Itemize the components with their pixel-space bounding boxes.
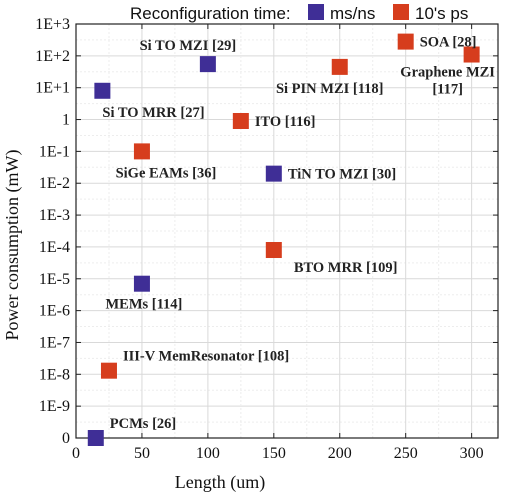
legend-title: Reconfiguration time: <box>130 4 291 23</box>
plot-frame <box>75 23 499 439</box>
point-mems-114 <box>133 275 150 292</box>
y-tick-label: 1E-4 <box>39 239 70 256</box>
legend-label-ms-ns: ms/ns <box>330 4 375 23</box>
x-tick-label: 150 <box>262 445 286 462</box>
x-tick-label: 0 <box>72 445 80 462</box>
legend: Reconfiguration time: ms/ns 10's ps <box>130 4 468 23</box>
y-tick-label: 1E-6 <box>39 303 70 320</box>
legend-swatch-ms-ns <box>308 4 324 20</box>
point-graphene-mzi-117 <box>463 46 480 63</box>
point-soa-28 <box>397 33 414 50</box>
x-tick-label: 250 <box>394 445 418 462</box>
tick-labels: 0 50 100 150 200 250 300 0 1E-9 1E-8 1E-7 1E-6 1E-5 1… <box>35 16 483 462</box>
y-tick-label: 1E-1 <box>39 143 70 160</box>
y-axis-label: Power consumption (mW) <box>2 150 23 341</box>
y-tick-label: 1E-5 <box>39 271 70 288</box>
point-pcms-26 <box>87 430 104 446</box>
plot-area <box>76 24 498 438</box>
y-tick-label: 1E-2 <box>39 175 70 192</box>
label-ito-116: ITO [116] <box>255 114 316 130</box>
y-tick-label: 1 <box>62 112 70 129</box>
legend-swatch-10s-ps <box>393 4 409 20</box>
x-tick-label: 300 <box>460 445 484 462</box>
point-ito-116 <box>232 112 249 129</box>
x-axis-label: Length (um) <box>175 472 265 493</box>
data-points <box>87 33 480 446</box>
y-tick-label: 1E+3 <box>35 16 70 33</box>
label-si-to-mrr-27: Si TO MRR [27] <box>102 105 204 121</box>
y-tick-label: 1E-3 <box>39 207 70 224</box>
axes <box>75 23 499 439</box>
label-sige-eams-36: SiGe EAMs [36] <box>116 165 217 181</box>
label-mems-114: MEMs [114] <box>105 297 182 313</box>
legend-label-10s-ps: 10's ps <box>415 4 468 23</box>
point-si-pin-mzi-118 <box>331 58 348 75</box>
x-tick-label: 200 <box>328 445 352 462</box>
point-bto-mrr-109 <box>265 242 282 259</box>
x-tick-label: 50 <box>134 445 150 462</box>
label-si-pin-mzi-118: Si PIN MZI [118] <box>276 81 384 97</box>
point-tin-to-mzi-30 <box>265 165 282 182</box>
label-soa-28: SOA [28] <box>420 35 477 51</box>
label-iii-v-memresonator-108: III-V MemResonator [108] <box>123 349 289 365</box>
y-tick-label: 1E-8 <box>39 366 70 383</box>
point-si-to-mzi-29 <box>199 56 216 73</box>
x-tick-label: 100 <box>196 445 220 462</box>
point-labels: PCMs [26] MEMs [114] TiN TO MZI [30] Si TO … <box>102 35 495 432</box>
label-si-to-mzi-29: Si TO MZI [29] <box>140 38 237 54</box>
label-pcms-26: PCMs [26] <box>110 416 176 432</box>
y-tick-label: 1E+2 <box>35 48 70 65</box>
point-sige-eams-36 <box>133 143 150 160</box>
label-tin-to-mzi-30: TiN TO MZI [30] <box>288 167 396 183</box>
y-tick-label: 1E+1 <box>35 80 70 97</box>
y-tick-label: 0 <box>62 430 70 447</box>
label-bto-mrr-109: BTO MRR [109] <box>294 260 398 276</box>
y-tick-label: 1E-9 <box>39 398 70 415</box>
grid-lines <box>75 23 498 439</box>
point-si-to-mrr-27 <box>94 82 111 99</box>
label-graphene-mzi-117: Graphene MZI [117] <box>400 65 495 98</box>
point-iii-v-memresonator-108 <box>100 362 117 379</box>
y-tick-label: 1E-7 <box>39 334 70 351</box>
